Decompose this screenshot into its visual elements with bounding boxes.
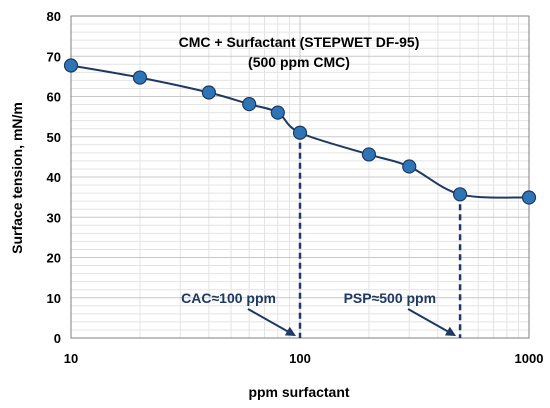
droplines	[298, 132, 462, 338]
y-tick-label: 40	[47, 170, 61, 185]
x-tick-label: 10	[64, 351, 78, 366]
data-point	[63, 58, 79, 73]
data-point	[292, 125, 308, 140]
data-point	[201, 85, 216, 100]
data-points	[63, 58, 537, 205]
y-tick-label: 70	[47, 49, 61, 64]
x-axis-label: ppm surfactant	[248, 384, 349, 400]
y-tick-label: 60	[47, 90, 61, 105]
data-point	[402, 159, 417, 174]
annotation-label: CAC≈100 ppm	[181, 290, 276, 306]
y-tick-label: 50	[47, 130, 61, 145]
data-point	[452, 187, 468, 202]
data-point	[132, 70, 148, 85]
y-tick-label: 80	[47, 9, 61, 24]
chart-subtitle: (500 ppm CMC)	[248, 54, 350, 70]
annotation-arrow	[407, 308, 455, 336]
y-tick-label: 0	[54, 331, 61, 346]
data-point	[521, 190, 537, 205]
chart-title: CMC + Surfactant (STEPWET DF-95)	[179, 34, 420, 50]
data-point	[270, 105, 285, 120]
y-tick-label: 20	[47, 251, 61, 266]
y-tick-label: 30	[47, 210, 61, 225]
data-point	[361, 147, 377, 162]
annotations: CAC≈100 ppm PSP≈500 ppm	[181, 290, 457, 336]
annotation-label: PSP≈500 ppm	[344, 290, 437, 306]
annotation-arrow	[247, 308, 295, 336]
series-line	[70, 64, 530, 199]
y-axis-label: Surface tension, mN/m	[9, 102, 25, 254]
y-tick-label: 10	[47, 291, 61, 306]
x-tick-label: 1000	[515, 351, 544, 366]
data-point	[242, 97, 257, 112]
annotation-arrowhead	[284, 326, 296, 336]
annotation-arrowhead	[444, 326, 457, 336]
x-tick-label: 100	[289, 351, 311, 366]
